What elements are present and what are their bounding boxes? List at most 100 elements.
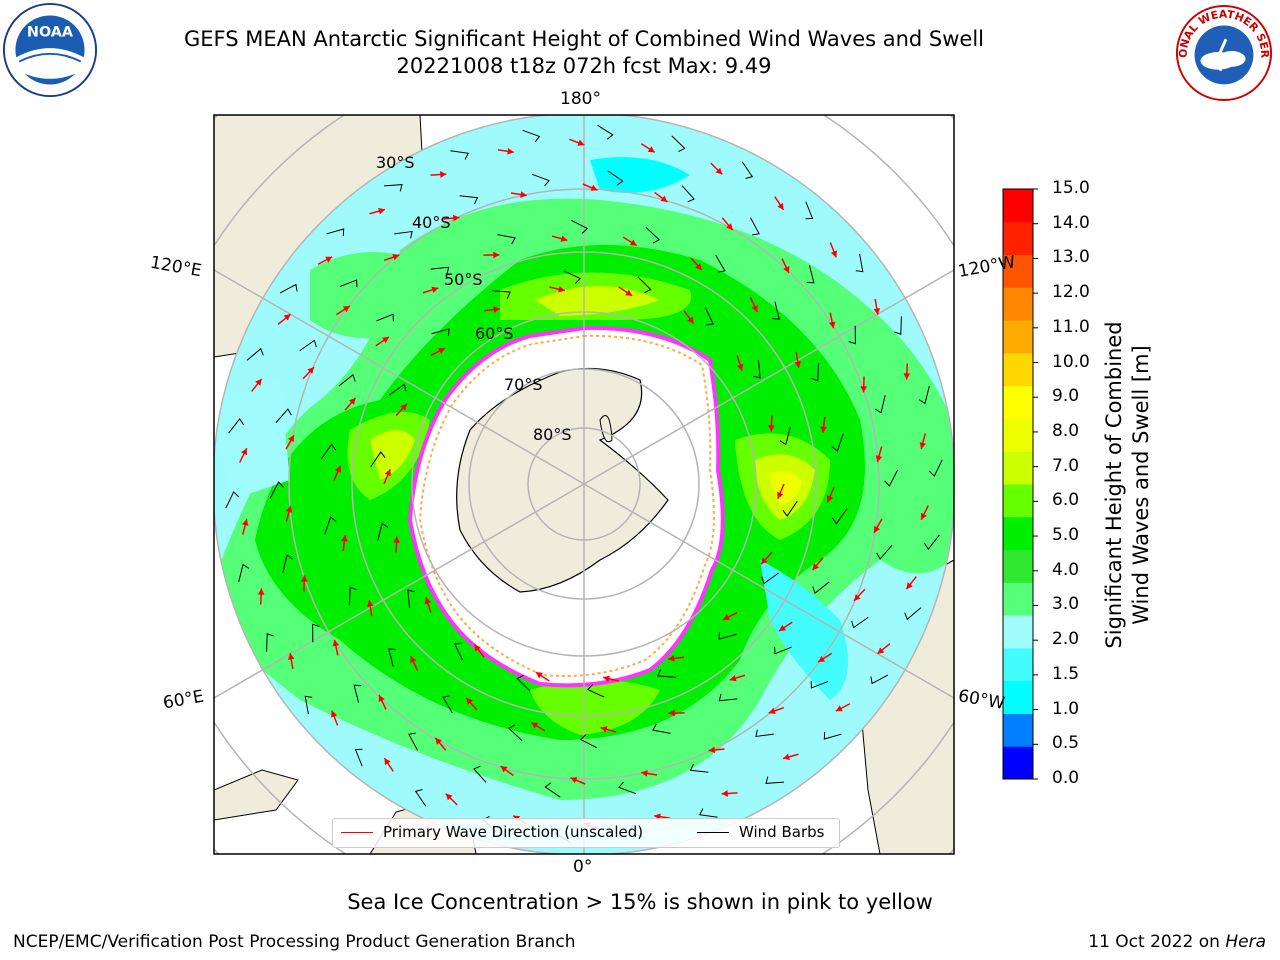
wave-arrow-head — [283, 314, 291, 321]
wave-arrow-head — [366, 600, 374, 607]
wind-barb — [806, 265, 815, 284]
wave-arrow-head — [726, 223, 733, 231]
wind-barb — [805, 201, 814, 220]
wave-arrow-head — [440, 171, 447, 178]
wind-barb — [782, 500, 798, 517]
wave-arrow-head — [629, 239, 637, 246]
colorbar-segment — [1003, 746, 1033, 780]
wave-arrow-head — [715, 167, 723, 175]
wave-arrow-head — [560, 235, 568, 242]
wind-barb — [376, 313, 394, 322]
noaa-logo-text: NOAA — [27, 25, 74, 41]
colorbar-tick-label: 10.0 — [1052, 351, 1090, 372]
wave-arrow-head — [768, 425, 775, 432]
wind-barb — [563, 270, 582, 284]
wind-barb — [848, 325, 856, 345]
wind-barb — [299, 339, 317, 352]
wave-arrow-head — [384, 469, 391, 477]
wind-barb — [238, 563, 250, 583]
wave-arrow-head — [736, 363, 744, 371]
wind-barb — [544, 782, 561, 798]
wind-barb — [579, 734, 597, 749]
colorbar-label-line2: Wind Waves and Swell [m] — [1129, 345, 1153, 625]
wind-barb — [531, 173, 550, 187]
wind-barb — [492, 290, 511, 299]
wind-barb — [765, 776, 785, 784]
wind-barb — [586, 684, 605, 698]
lat-label-70s: 70°S — [504, 375, 543, 394]
colorbar-segment — [1003, 418, 1033, 452]
wind-barb — [430, 266, 450, 275]
colorbar-tick-label: 2.0 — [1052, 629, 1080, 650]
colorbar-tick-label: 15.0 — [1052, 178, 1090, 198]
wave-arrow-head — [590, 184, 598, 191]
wind-barb — [339, 279, 358, 288]
wind-barb — [924, 534, 940, 550]
wind-barb — [689, 763, 709, 773]
wind-barb — [774, 646, 792, 655]
wave-arrow-head — [285, 505, 293, 513]
wave-arrow-head — [812, 563, 820, 571]
lat-label-50s: 50°S — [444, 270, 483, 289]
wave-arrow-head — [828, 321, 836, 329]
wave-arrow-head — [255, 378, 262, 386]
wave-arrow-head — [668, 655, 675, 662]
wave-arrow-head — [625, 289, 633, 296]
graticule — [214, 115, 954, 854]
wave-arrow-head — [332, 639, 340, 647]
colorbar-segment — [1003, 451, 1033, 485]
wave-arrow-head — [424, 597, 432, 605]
wind-barb — [516, 674, 531, 692]
wave-arrow-head — [577, 139, 585, 146]
wind-barb — [282, 554, 294, 573]
legend-barb-swatch — [697, 832, 729, 833]
wave-arrow-head — [873, 308, 881, 315]
wave-arrow-head — [493, 306, 500, 313]
wind-barb — [383, 184, 403, 192]
wind-barb — [699, 808, 718, 818]
wave-arrow-head — [603, 675, 610, 683]
wave-arrow-head — [384, 758, 391, 766]
wind-barb — [657, 669, 676, 678]
wave-arrow-head — [906, 582, 913, 590]
chart-subtitle: 20221008 t18z 072h fcst Max: 9.49 — [396, 54, 772, 78]
wind-barb — [810, 680, 829, 689]
wind-barb — [718, 632, 737, 640]
wind-barb — [876, 545, 893, 560]
wave-arrow-head — [722, 614, 730, 621]
wave-arrow-head — [779, 624, 786, 632]
wind-barb — [884, 469, 899, 487]
antarctica — [456, 367, 669, 593]
wave-arrow-head — [400, 403, 407, 411]
wind-barb — [823, 732, 842, 740]
colorbar-tick-label: 0.0 — [1052, 768, 1080, 788]
wind-barb — [652, 723, 671, 734]
colorbar-segment — [1003, 713, 1033, 747]
wind-barb — [388, 648, 396, 667]
wind-barb — [414, 789, 427, 807]
wind-barb — [407, 589, 415, 609]
wave-arrow-head — [826, 495, 834, 503]
wave-arrow-head — [466, 697, 473, 705]
colorbar-segment — [1003, 189, 1033, 223]
map-frame — [213, 114, 955, 855]
wave-arrow-head — [474, 644, 481, 652]
wind-barb — [681, 185, 695, 203]
wave-arrow-head — [875, 455, 883, 463]
wind-barb — [279, 283, 298, 294]
wave-arrow-head — [920, 512, 927, 520]
wave-arrow-head — [751, 304, 758, 312]
wind-barb — [761, 572, 779, 585]
wave-arrow-head — [830, 250, 838, 258]
wave-arrow-head — [257, 588, 265, 595]
wave-arrow-head — [287, 653, 295, 660]
wave-arrow-head — [378, 207, 385, 215]
wind-barb — [275, 408, 292, 423]
wind-barb — [459, 195, 479, 205]
wind-barb — [741, 161, 754, 179]
noaa-logo: NOAA — [2, 2, 98, 98]
wave-arrow-head — [531, 722, 539, 729]
wave-arrow-head — [300, 575, 308, 582]
colorbar-segment — [1003, 582, 1033, 616]
